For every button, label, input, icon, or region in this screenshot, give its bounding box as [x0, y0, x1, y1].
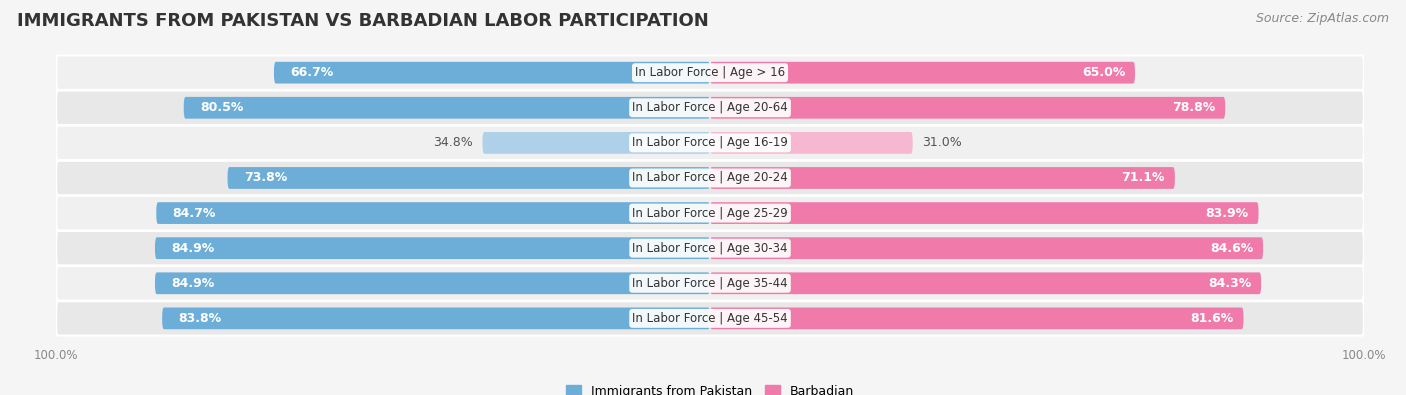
Text: 81.6%: 81.6%: [1191, 312, 1233, 325]
FancyBboxPatch shape: [184, 97, 710, 118]
Text: 84.9%: 84.9%: [172, 242, 215, 255]
Text: 65.0%: 65.0%: [1081, 66, 1125, 79]
FancyBboxPatch shape: [710, 167, 1175, 189]
FancyBboxPatch shape: [56, 266, 1364, 301]
Text: In Labor Force | Age > 16: In Labor Force | Age > 16: [636, 66, 785, 79]
Text: In Labor Force | Age 45-54: In Labor Force | Age 45-54: [633, 312, 787, 325]
FancyBboxPatch shape: [155, 273, 710, 294]
FancyBboxPatch shape: [56, 231, 1364, 265]
FancyBboxPatch shape: [56, 161, 1364, 195]
Text: In Labor Force | Age 20-64: In Labor Force | Age 20-64: [633, 101, 787, 114]
Text: 84.3%: 84.3%: [1208, 277, 1251, 290]
Text: 83.8%: 83.8%: [179, 312, 222, 325]
Text: 34.8%: 34.8%: [433, 136, 472, 149]
FancyBboxPatch shape: [710, 307, 1243, 329]
FancyBboxPatch shape: [56, 126, 1364, 160]
FancyBboxPatch shape: [710, 62, 1135, 84]
FancyBboxPatch shape: [274, 62, 710, 84]
Text: 83.9%: 83.9%: [1205, 207, 1249, 220]
FancyBboxPatch shape: [56, 90, 1364, 125]
Text: 73.8%: 73.8%: [243, 171, 287, 184]
FancyBboxPatch shape: [56, 301, 1364, 336]
FancyBboxPatch shape: [710, 273, 1261, 294]
FancyBboxPatch shape: [155, 237, 710, 259]
Legend: Immigrants from Pakistan, Barbadian: Immigrants from Pakistan, Barbadian: [561, 380, 859, 395]
FancyBboxPatch shape: [156, 202, 710, 224]
Text: In Labor Force | Age 30-34: In Labor Force | Age 30-34: [633, 242, 787, 255]
FancyBboxPatch shape: [56, 55, 1364, 90]
Text: 80.5%: 80.5%: [200, 101, 243, 114]
Text: In Labor Force | Age 20-24: In Labor Force | Age 20-24: [633, 171, 787, 184]
Text: 84.7%: 84.7%: [173, 207, 217, 220]
FancyBboxPatch shape: [162, 307, 710, 329]
Text: 84.9%: 84.9%: [172, 277, 215, 290]
Text: IMMIGRANTS FROM PAKISTAN VS BARBADIAN LABOR PARTICIPATION: IMMIGRANTS FROM PAKISTAN VS BARBADIAN LA…: [17, 12, 709, 30]
FancyBboxPatch shape: [56, 196, 1364, 230]
Text: 71.1%: 71.1%: [1122, 171, 1166, 184]
FancyBboxPatch shape: [710, 202, 1258, 224]
FancyBboxPatch shape: [710, 237, 1263, 259]
Text: In Labor Force | Age 25-29: In Labor Force | Age 25-29: [633, 207, 787, 220]
FancyBboxPatch shape: [228, 167, 710, 189]
FancyBboxPatch shape: [710, 132, 912, 154]
FancyBboxPatch shape: [482, 132, 710, 154]
Text: In Labor Force | Age 35-44: In Labor Force | Age 35-44: [633, 277, 787, 290]
Text: 84.6%: 84.6%: [1211, 242, 1253, 255]
Text: 31.0%: 31.0%: [922, 136, 962, 149]
Text: Source: ZipAtlas.com: Source: ZipAtlas.com: [1256, 12, 1389, 25]
Text: 78.8%: 78.8%: [1173, 101, 1215, 114]
Text: 66.7%: 66.7%: [290, 66, 333, 79]
Text: In Labor Force | Age 16-19: In Labor Force | Age 16-19: [633, 136, 787, 149]
FancyBboxPatch shape: [710, 97, 1225, 118]
